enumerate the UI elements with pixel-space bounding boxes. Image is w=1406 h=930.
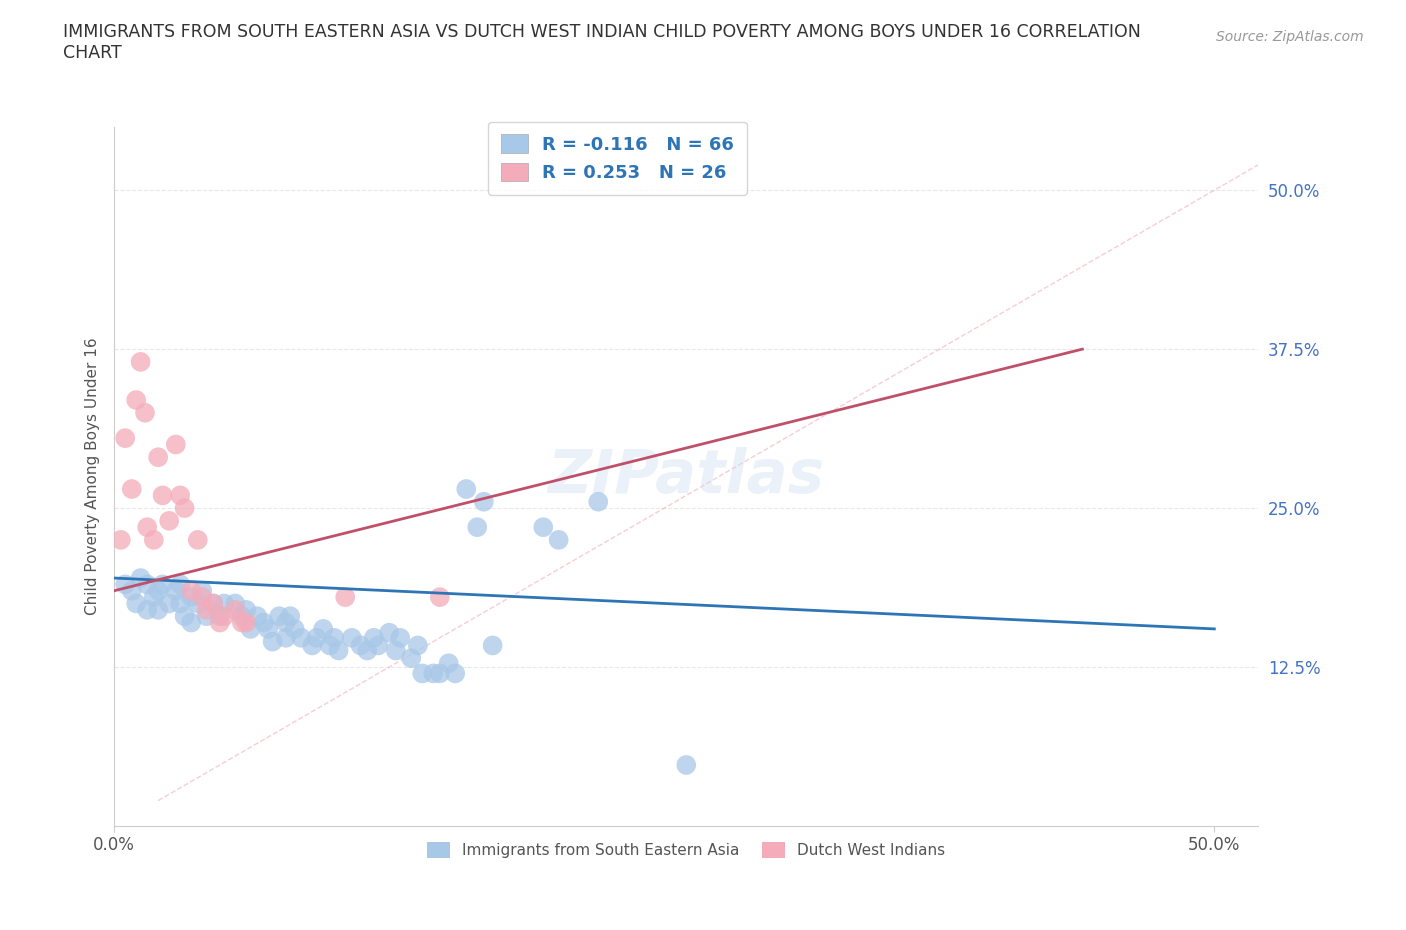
Point [378,625,401,640]
Point [319,638,342,653]
Point [173,609,195,624]
Point [202,596,225,611]
Point [180,590,202,604]
Point [235,615,257,630]
Point [125,596,148,611]
Point [335,590,357,604]
Point [152,577,174,591]
Point [224,603,246,618]
Point [125,392,148,407]
Point [399,651,422,666]
Y-axis label: Child Poverty Among Boys Under 16: Child Poverty Among Boys Under 16 [86,338,100,615]
Point [191,590,214,604]
Point [152,488,174,503]
Point [274,631,297,645]
Point [165,437,187,452]
Point [173,500,195,515]
Point [323,631,346,645]
Point [301,638,323,653]
Point [356,643,378,658]
Point [456,482,478,497]
Point [290,631,312,645]
Point [305,631,328,645]
Point [363,631,385,645]
Point [136,520,159,535]
Point [212,596,235,611]
Point [148,583,170,598]
Point [114,577,136,591]
Point [180,583,202,598]
Point [121,583,143,598]
Point [142,590,165,604]
Text: ZIPatlas: ZIPatlas [548,446,825,506]
Point [208,615,231,630]
Point [422,666,444,681]
Point [235,603,257,618]
Point [406,638,429,653]
Point [202,596,225,611]
Point [389,631,412,645]
Point [284,621,307,636]
Point [444,666,467,681]
Point [142,533,165,548]
Point [588,495,610,510]
Text: Source: ZipAtlas.com: Source: ZipAtlas.com [1216,30,1364,44]
Point [231,615,253,630]
Point [531,520,554,535]
Point [274,615,297,630]
Point [114,431,136,445]
Point [157,596,180,611]
Point [385,643,408,658]
Point [675,758,697,773]
Point [328,643,350,658]
Point [411,666,433,681]
Point [253,615,276,630]
Point [429,590,451,604]
Point [257,621,280,636]
Point [312,621,335,636]
Point [195,609,218,624]
Point [429,666,451,681]
Point [191,583,214,598]
Point [180,615,202,630]
Point [208,609,231,624]
Point [129,354,152,369]
Point [212,609,235,624]
Point [278,609,301,624]
Point [136,577,159,591]
Point [169,488,191,503]
Point [349,638,371,653]
Point [239,621,262,636]
Point [121,482,143,497]
Point [136,603,159,618]
Point [340,631,363,645]
Point [437,656,460,671]
Point [269,609,291,624]
Point [262,634,284,649]
Point [465,520,488,535]
Point [134,405,156,420]
Point [472,495,495,510]
Point [224,596,246,611]
Point [148,603,170,618]
Point [187,596,209,611]
Point [165,583,187,598]
Point [547,533,569,548]
Point [367,638,389,653]
Text: IMMIGRANTS FROM SOUTH EASTERN ASIA VS DUTCH WEST INDIAN CHILD POVERTY AMONG BOYS: IMMIGRANTS FROM SOUTH EASTERN ASIA VS DU… [63,23,1142,62]
Point [246,609,269,624]
Point [187,533,209,548]
Point [195,603,218,618]
Point [169,577,191,591]
Point [157,513,180,528]
Point [481,638,503,653]
Point [169,596,191,611]
Point [231,609,253,624]
Point [148,450,170,465]
Point [129,571,152,586]
Legend: Immigrants from South Eastern Asia, Dutch West Indians: Immigrants from South Eastern Asia, Dutc… [418,833,955,868]
Point [110,533,132,548]
